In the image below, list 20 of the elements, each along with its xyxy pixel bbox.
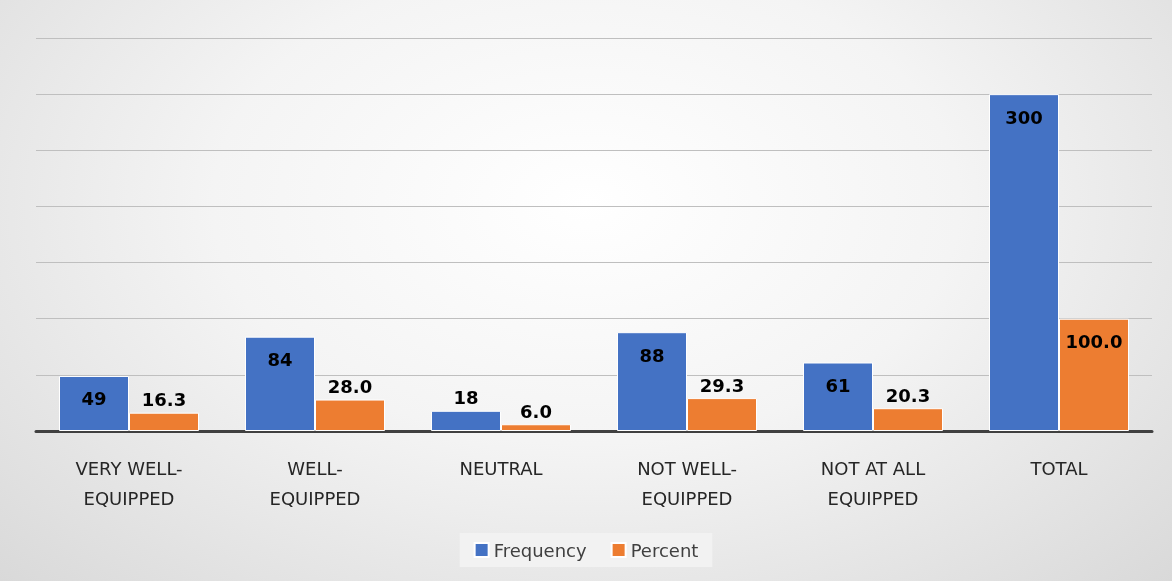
data-label: 29.3 [699, 374, 745, 396]
data-label: 16.3 [141, 389, 187, 411]
x-tick-label: TOTAL [1029, 457, 1088, 479]
x-tick-label: VERY WELL-EQUIPPED [75, 457, 183, 509]
legend-label: Frequency [493, 539, 587, 561]
data-label: 6.0 [520, 400, 552, 422]
data-label: 84 [267, 349, 293, 371]
data-label: 20.3 [885, 384, 931, 406]
data-label: 18 [453, 387, 479, 409]
data-label: 28.0 [327, 376, 373, 398]
x-tick-label: NOT WELL-EQUIPPED [637, 457, 737, 509]
x-tick-label: WELL-EQUIPPED [269, 457, 361, 509]
legend-label: Percent [630, 539, 699, 561]
data-label: 300 [1005, 106, 1043, 128]
data-label: 61 [825, 375, 851, 397]
data-label: 49 [81, 388, 107, 410]
data-label: 88 [639, 344, 665, 366]
x-tick-label: NOT AT ALL EQUIPPED [820, 457, 926, 509]
x-tick-label: NEUTRAL [459, 457, 543, 479]
data-label: 100.0 [1065, 331, 1123, 353]
